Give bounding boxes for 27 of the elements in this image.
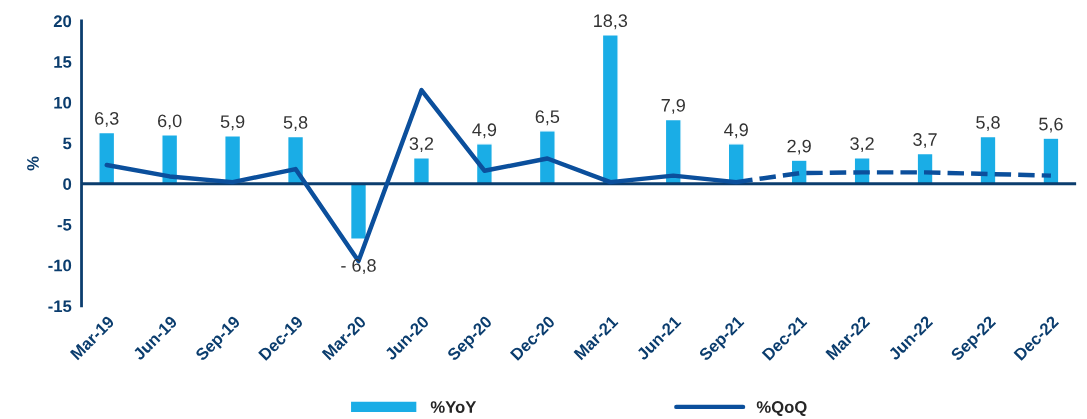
y-tick-label: 0 bbox=[63, 178, 72, 190]
legend-label: %YoY bbox=[430, 401, 477, 413]
data-label: - 6,8 bbox=[341, 259, 376, 274]
data-label: 5,9 bbox=[220, 115, 245, 131]
data-label: 3,2 bbox=[409, 137, 434, 153]
data-label: 5,8 bbox=[283, 116, 308, 131]
data-label: 4,9 bbox=[472, 123, 497, 139]
legend-label: %QoQ bbox=[756, 401, 807, 416]
data-label: 6,0 bbox=[158, 114, 182, 130]
data-label: 3,7 bbox=[913, 133, 937, 149]
data-label: 6,3 bbox=[95, 111, 119, 127]
y-tick-label: 20 bbox=[53, 15, 72, 28]
y-tick-label: -10 bbox=[48, 259, 72, 272]
data-label: 7,9 bbox=[661, 98, 685, 114]
data-label: 18,3 bbox=[594, 14, 628, 30]
y-tick-label: -15 bbox=[48, 300, 72, 313]
y-axis-title: % bbox=[27, 156, 39, 171]
data-label: 4,9 bbox=[724, 123, 748, 139]
data-label: 2,9 bbox=[787, 139, 811, 155]
data-label: 5,8 bbox=[976, 116, 1000, 131]
data-label: 6,5 bbox=[535, 110, 560, 126]
data-label: 3,2 bbox=[850, 137, 874, 153]
y-tick-label: 10 bbox=[54, 96, 72, 109]
y-tick-label: 5 bbox=[63, 137, 72, 150]
y-tick-label: -5 bbox=[57, 219, 72, 231]
y-tick-label: 15 bbox=[54, 56, 72, 68]
data-label: 5,6 bbox=[1039, 117, 1063, 133]
